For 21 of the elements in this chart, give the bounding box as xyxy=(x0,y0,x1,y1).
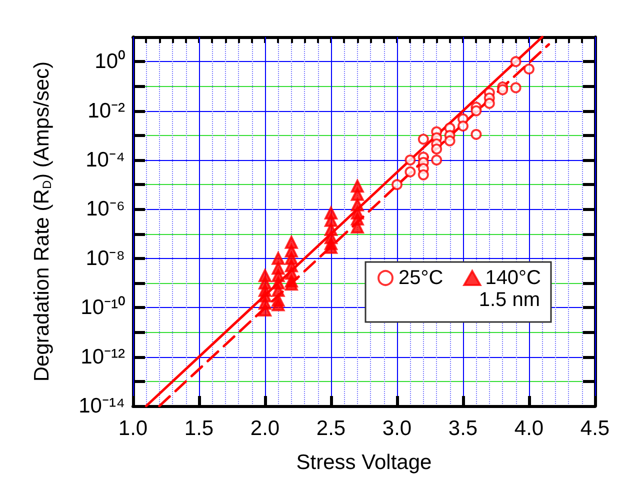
y-tick-label: 10⁻⁸ xyxy=(86,246,125,270)
legend-label: 140°C xyxy=(485,267,541,289)
y-tick-label: 10⁻¹⁰ xyxy=(80,296,125,320)
x-tick-label: 1.0 xyxy=(118,417,148,440)
y-tick-label: 10⁻¹² xyxy=(80,345,125,368)
legend-title: 1.5 nm xyxy=(478,289,540,311)
y-tick-label: 10⁻⁴ xyxy=(86,148,125,172)
x-tick-label: 1.5 xyxy=(184,417,214,440)
x-tick-label: 3.0 xyxy=(382,417,412,440)
y-axis-title: Degradation Rate (RD) (Amps/sec) xyxy=(30,61,54,382)
x-axis-title: Stress Voltage xyxy=(296,451,432,474)
x-tick-label: 2.5 xyxy=(316,417,346,440)
legend-label: 25°C xyxy=(398,267,444,289)
y-tick-label: 10⁻² xyxy=(88,99,125,122)
y-tick-label: 10⁰ xyxy=(94,50,125,74)
x-tick-label: 3.5 xyxy=(448,417,478,440)
y-tick-label: 10⁻¹⁴ xyxy=(78,394,125,418)
x-tick-label: 4.5 xyxy=(580,417,610,440)
y-tick-label: 10⁻⁶ xyxy=(86,198,125,221)
x-tick-label: 4.0 xyxy=(514,417,544,440)
x-tick-label: 2.0 xyxy=(250,417,280,440)
